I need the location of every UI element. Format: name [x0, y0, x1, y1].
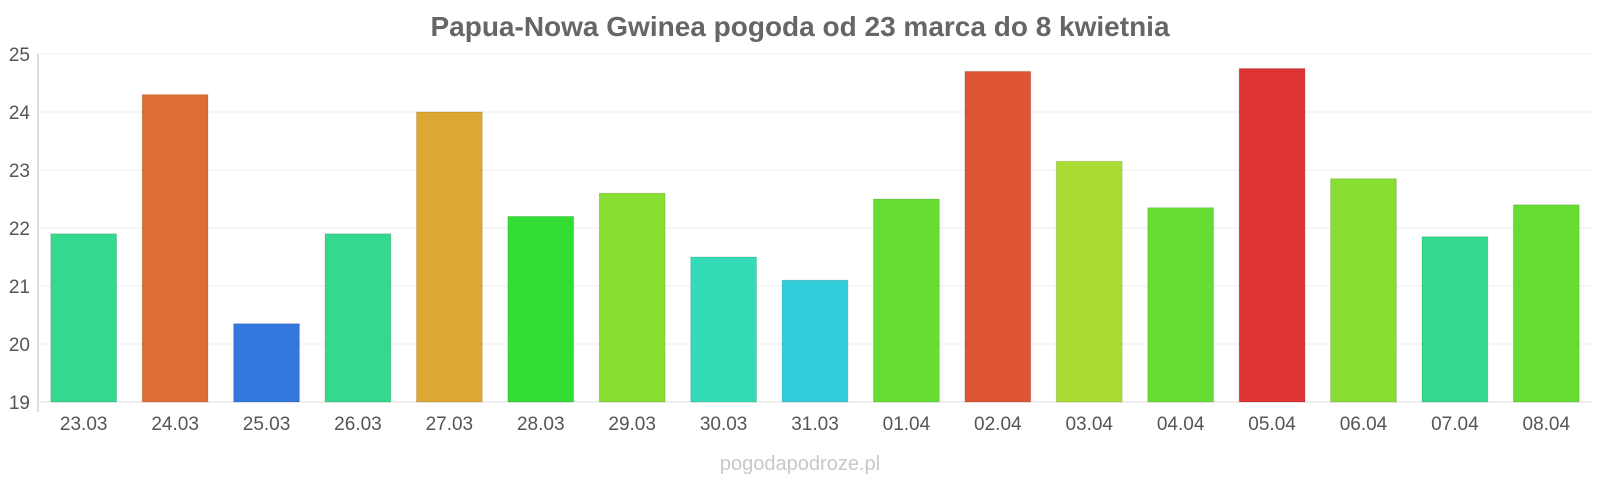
x-tick-label: 23.03	[60, 414, 108, 435]
y-tick-label: 23	[9, 161, 30, 182]
bar-28.03	[507, 215, 575, 403]
x-tick-label: 07.04	[1431, 414, 1479, 435]
x-tick-label: 04.04	[1157, 414, 1205, 435]
y-tick-label: 22	[9, 219, 30, 240]
x-tick-label: 28.03	[517, 414, 565, 435]
x-tick-label: 30.03	[700, 414, 748, 435]
bar-07.04	[1421, 236, 1489, 403]
x-tick-label: 05.04	[1248, 414, 1296, 435]
x-tick-label: 26.03	[334, 414, 382, 435]
bar-26.03	[324, 233, 392, 403]
bar-30.03	[690, 256, 757, 403]
bar-05.04	[1238, 68, 1306, 403]
bars	[50, 68, 1580, 403]
bar-01.04	[873, 198, 940, 403]
bar-23.03	[50, 233, 118, 403]
x-tick-label: 27.03	[426, 414, 474, 435]
bar-24.03	[141, 94, 209, 403]
y-tick-label: 20	[9, 335, 30, 356]
y-tick-label: 24	[9, 103, 31, 124]
x-tick-label: 24.03	[151, 414, 199, 435]
bar-29.03	[598, 192, 666, 403]
y-tick-label: 19	[9, 393, 30, 414]
bar-02.04	[964, 70, 1032, 403]
bar-06.04	[1330, 178, 1397, 403]
bar-08.04	[1512, 204, 1580, 403]
x-tick-label: 02.04	[974, 414, 1022, 435]
x-tick-label: 06.04	[1340, 414, 1388, 435]
bar-04.04	[1147, 207, 1215, 403]
watermark: pogodapodroze.pl	[720, 453, 880, 475]
chart-title: Papua-Nowa Gwinea pogoda od 23 marca do …	[430, 11, 1169, 42]
bar-25.03	[233, 323, 300, 403]
x-tick-label: 01.04	[883, 414, 931, 435]
x-axis: 23.03 24.03 25.03 26.03 27.03 28.03 29.03 30.03…	[60, 414, 1571, 435]
x-tick-label: 31.03	[791, 414, 839, 435]
bar-31.03	[781, 279, 849, 403]
x-tick-label: 25.03	[243, 414, 291, 435]
x-tick-label: 03.04	[1065, 414, 1113, 435]
bar-03.04	[1055, 160, 1123, 403]
x-tick-label: 29.03	[608, 414, 656, 435]
x-tick-label: 08.04	[1523, 414, 1571, 435]
y-tick-label: 21	[9, 277, 30, 298]
y-tick-label: 25	[9, 45, 30, 66]
bar-27.03	[415, 111, 483, 403]
